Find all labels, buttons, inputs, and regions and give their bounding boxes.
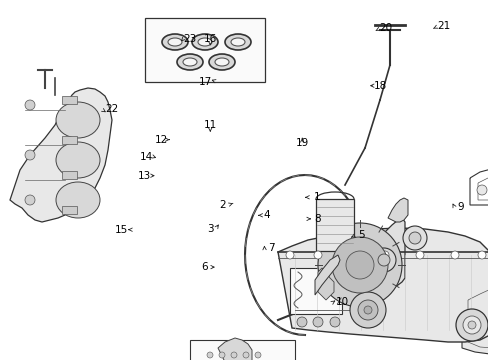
Polygon shape	[317, 268, 333, 300]
Text: 12: 12	[154, 135, 168, 145]
Circle shape	[285, 251, 293, 259]
Text: 7: 7	[268, 243, 275, 253]
Text: 20: 20	[379, 23, 392, 33]
Text: 13: 13	[137, 171, 151, 181]
Circle shape	[331, 237, 387, 293]
Text: 11: 11	[203, 120, 217, 130]
Circle shape	[415, 251, 423, 259]
Circle shape	[455, 309, 487, 341]
Circle shape	[363, 306, 371, 314]
Ellipse shape	[177, 54, 203, 70]
Polygon shape	[307, 218, 404, 310]
Text: 14: 14	[140, 152, 153, 162]
Ellipse shape	[198, 38, 212, 46]
Circle shape	[296, 317, 306, 327]
Bar	[62, 136, 77, 144]
Circle shape	[357, 300, 377, 320]
Text: 17: 17	[198, 77, 212, 87]
Text: 10: 10	[335, 297, 348, 307]
Ellipse shape	[162, 34, 187, 50]
Bar	[62, 206, 77, 214]
Polygon shape	[314, 255, 339, 295]
Text: 6: 6	[201, 262, 207, 272]
Ellipse shape	[215, 58, 228, 66]
Polygon shape	[461, 275, 488, 360]
Circle shape	[371, 248, 395, 272]
Ellipse shape	[56, 142, 100, 178]
Circle shape	[380, 251, 388, 259]
Text: 16: 16	[203, 34, 217, 44]
Circle shape	[312, 317, 323, 327]
Text: 15: 15	[114, 225, 128, 235]
Text: 23: 23	[183, 34, 196, 44]
Text: 4: 4	[263, 210, 269, 220]
Circle shape	[467, 321, 475, 329]
Ellipse shape	[183, 58, 197, 66]
Circle shape	[402, 226, 426, 250]
Circle shape	[230, 352, 237, 358]
Polygon shape	[278, 228, 488, 342]
Circle shape	[25, 100, 35, 110]
Text: 2: 2	[219, 200, 225, 210]
Text: 1: 1	[313, 192, 320, 202]
Ellipse shape	[192, 34, 218, 50]
Text: 18: 18	[373, 81, 386, 91]
Circle shape	[254, 352, 261, 358]
Ellipse shape	[230, 38, 244, 46]
Circle shape	[346, 251, 353, 259]
Circle shape	[462, 316, 480, 334]
Circle shape	[25, 195, 35, 205]
Circle shape	[346, 251, 373, 279]
Text: 3: 3	[206, 224, 213, 234]
Circle shape	[349, 292, 385, 328]
Circle shape	[219, 352, 224, 358]
Text: 21: 21	[436, 21, 450, 31]
Text: 8: 8	[314, 214, 321, 224]
Polygon shape	[387, 198, 407, 222]
Polygon shape	[218, 338, 251, 360]
Bar	[62, 171, 77, 179]
Circle shape	[317, 223, 401, 307]
Circle shape	[25, 150, 35, 160]
Bar	[289, 268, 341, 314]
Bar	[315, 199, 353, 251]
Ellipse shape	[56, 182, 100, 218]
Circle shape	[476, 185, 486, 195]
Polygon shape	[10, 88, 112, 222]
Bar	[62, 96, 77, 104]
Circle shape	[243, 352, 248, 358]
Circle shape	[329, 317, 339, 327]
Circle shape	[206, 352, 213, 358]
Ellipse shape	[56, 102, 100, 138]
Circle shape	[450, 251, 458, 259]
Circle shape	[408, 232, 420, 244]
Circle shape	[377, 254, 389, 266]
Ellipse shape	[168, 38, 182, 46]
Text: 19: 19	[295, 138, 308, 148]
Circle shape	[477, 251, 485, 259]
Text: 22: 22	[104, 104, 118, 114]
Circle shape	[313, 251, 321, 259]
Bar	[145, 18, 264, 82]
Ellipse shape	[208, 54, 235, 70]
Bar	[190, 340, 294, 360]
Ellipse shape	[224, 34, 250, 50]
Text: 5: 5	[358, 230, 365, 240]
Text: 9: 9	[456, 202, 463, 212]
